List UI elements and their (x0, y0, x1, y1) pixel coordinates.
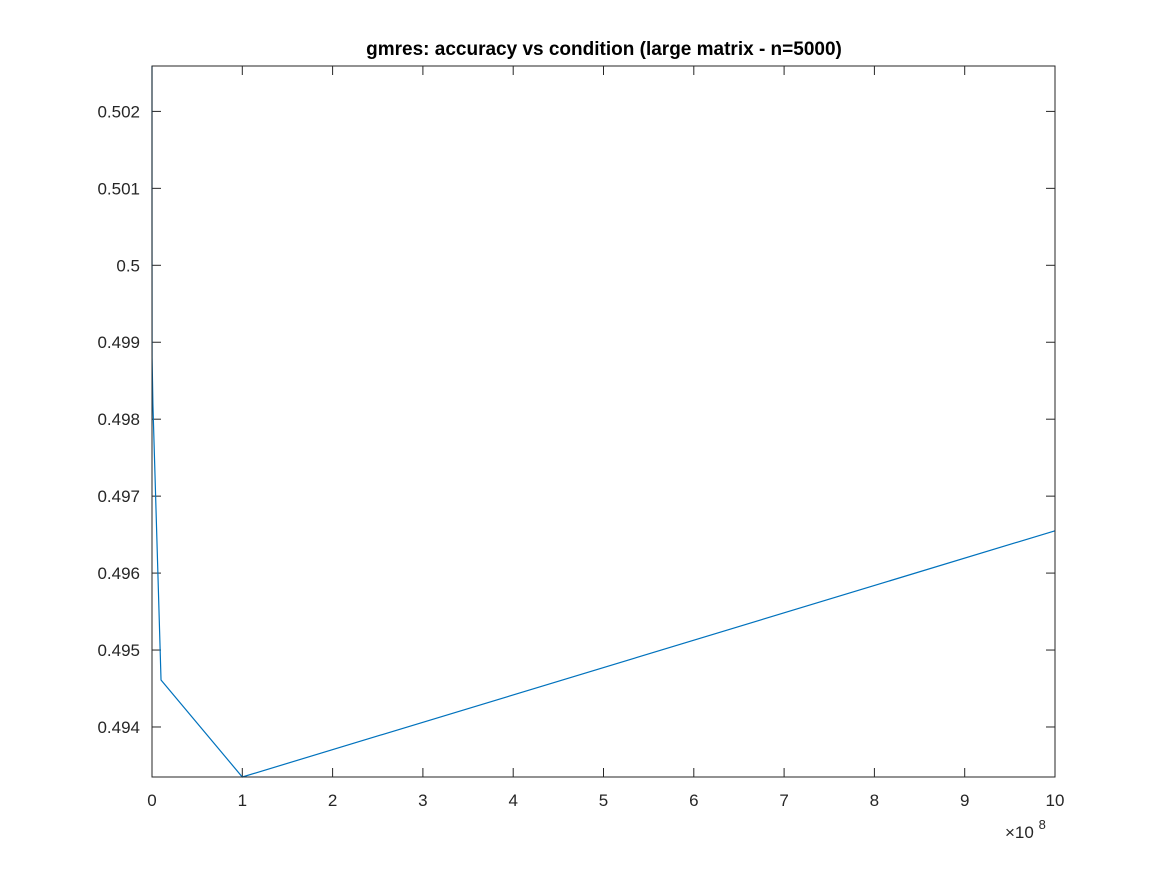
x-tick-label: 8 (870, 791, 879, 810)
y-tick-labels: 0.494 0.495 0.496 0.497 0.498 0.499 0.5 0.501 0.… (97, 102, 140, 737)
y-tick-label: 0.496 (97, 564, 140, 583)
x-axis-exponent-label: ×10 8 (1005, 817, 1046, 842)
x-tick-label: 3 (418, 791, 427, 810)
y-tick-label: 0.498 (97, 410, 140, 429)
plot-area (152, 66, 1055, 777)
x-tick-label: 5 (599, 791, 608, 810)
y-tick-label: 0.495 (97, 641, 140, 660)
x-tick-label: 9 (960, 791, 969, 810)
x-tick-label: 0 (147, 791, 156, 810)
x-tick-labels: 0 1 2 3 4 5 6 7 8 9 10 (147, 791, 1064, 810)
y-tick-label: 0.499 (97, 333, 140, 352)
y-tick-label: 0.502 (97, 102, 140, 121)
y-tick-label: 0.501 (97, 179, 140, 198)
x-tick-label: 4 (508, 791, 517, 810)
x-tick-label: 7 (779, 791, 788, 810)
x-tick-label: 2 (328, 791, 337, 810)
axes-box (151, 65, 1056, 778)
y-tick-label: 0.5 (116, 256, 140, 275)
x-tick-label: 6 (689, 791, 698, 810)
x-tick-label: 10 (1046, 791, 1065, 810)
chart-title: gmres: accuracy vs condition (large matr… (366, 39, 842, 60)
x-tick-label: 1 (238, 791, 247, 810)
y-tick-label: 0.497 (97, 487, 140, 506)
y-tick-label: 0.494 (97, 718, 140, 737)
